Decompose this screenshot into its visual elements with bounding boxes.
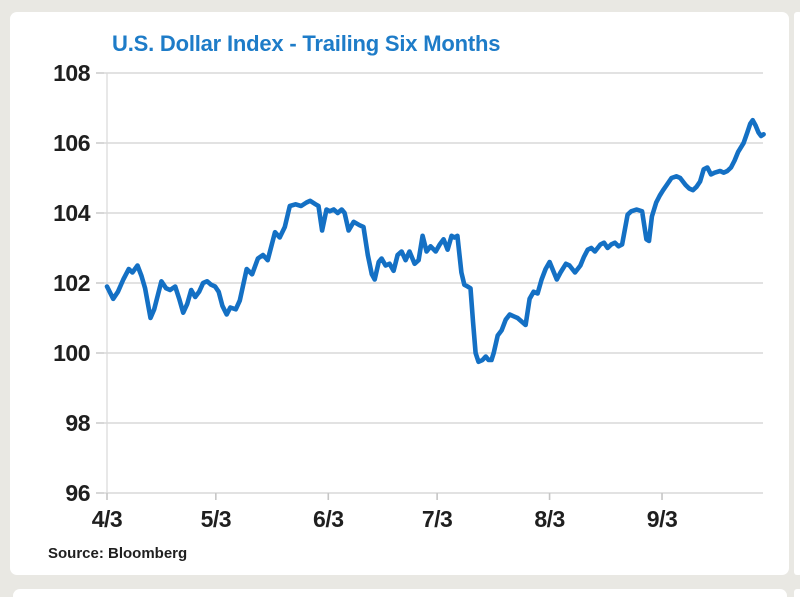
tick-marks-layer [96, 72, 663, 500]
x-axis-label-5/3: 5/3 [201, 506, 231, 532]
x-axis-label-7/3: 7/3 [422, 506, 452, 532]
y-axis-label-100: 100 [53, 340, 90, 366]
chart-title: U.S. Dollar Index - Trailing Six Months [112, 31, 500, 56]
adjacent-card-right-sliver [794, 12, 800, 575]
x-axis-label-8/3: 8/3 [534, 506, 564, 532]
x-axis-label-6/3: 6/3 [313, 506, 343, 532]
y-axis-label-96: 96 [65, 480, 90, 506]
gridlines-layer [104, 72, 763, 494]
chart-card [10, 12, 789, 575]
next-card-right-sliver [794, 589, 800, 597]
x-axis-label-4/3: 4/3 [92, 506, 122, 532]
dollar-index-series-line [104, 117, 766, 365]
y-axis-label-106: 106 [53, 130, 90, 156]
y-axis-label-104: 104 [53, 200, 91, 226]
y-axis-label-102: 102 [53, 270, 90, 296]
y-axis-label-108: 108 [53, 60, 91, 86]
x-axis-label-9/3: 9/3 [647, 506, 677, 532]
next-card-top-sliver [13, 589, 787, 597]
source-label: Source: Bloomberg [48, 545, 187, 562]
y-axis-label-98: 98 [65, 410, 90, 436]
axis-labels-layer: 96 98 100 102 104 106 108 4/3 5/3 6/3 7/3 8/3 9/3 [53, 60, 678, 532]
